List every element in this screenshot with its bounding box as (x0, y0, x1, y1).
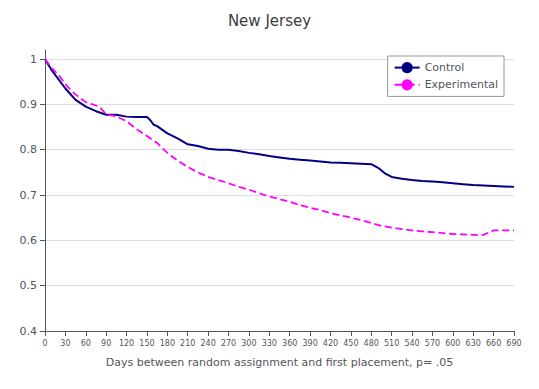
svg-text:0.6: 0.6 (20, 234, 38, 247)
svg-text:0.4: 0.4 (20, 325, 38, 338)
svg-text:30: 30 (60, 339, 70, 348)
svg-text:600: 600 (445, 339, 460, 348)
svg-text:270: 270 (221, 339, 236, 348)
svg-text:0.8: 0.8 (20, 143, 38, 156)
svg-text:450: 450 (343, 339, 358, 348)
svg-text:360: 360 (282, 339, 297, 348)
svg-text:420: 420 (323, 339, 338, 348)
svg-text:0.7: 0.7 (20, 189, 38, 202)
svg-text:Experimental: Experimental (425, 78, 498, 91)
svg-text:540: 540 (404, 339, 419, 348)
svg-text:300: 300 (241, 339, 256, 348)
svg-text:150: 150 (139, 339, 154, 348)
svg-text:Days between random assignment: Days between random assignment and first… (106, 356, 453, 369)
svg-text:660: 660 (486, 339, 501, 348)
svg-text:60: 60 (81, 339, 91, 348)
svg-text:570: 570 (425, 339, 440, 348)
svg-text:0.9: 0.9 (20, 98, 38, 111)
svg-text:180: 180 (160, 339, 175, 348)
svg-text:480: 480 (364, 339, 379, 348)
svg-text:390: 390 (302, 339, 317, 348)
svg-text:0: 0 (42, 339, 47, 348)
svg-text:690: 690 (506, 339, 521, 348)
svg-text:120: 120 (119, 339, 134, 348)
svg-text:240: 240 (200, 339, 215, 348)
svg-text:1: 1 (30, 53, 37, 66)
svg-text:Control: Control (425, 61, 465, 74)
svg-text:New Jersey: New Jersey (228, 12, 311, 30)
svg-text:90: 90 (101, 339, 111, 348)
svg-text:510: 510 (384, 339, 399, 348)
svg-text:0.5: 0.5 (20, 279, 38, 292)
svg-text:330: 330 (262, 339, 277, 348)
svg-text:210: 210 (180, 339, 195, 348)
svg-text:630: 630 (466, 339, 481, 348)
